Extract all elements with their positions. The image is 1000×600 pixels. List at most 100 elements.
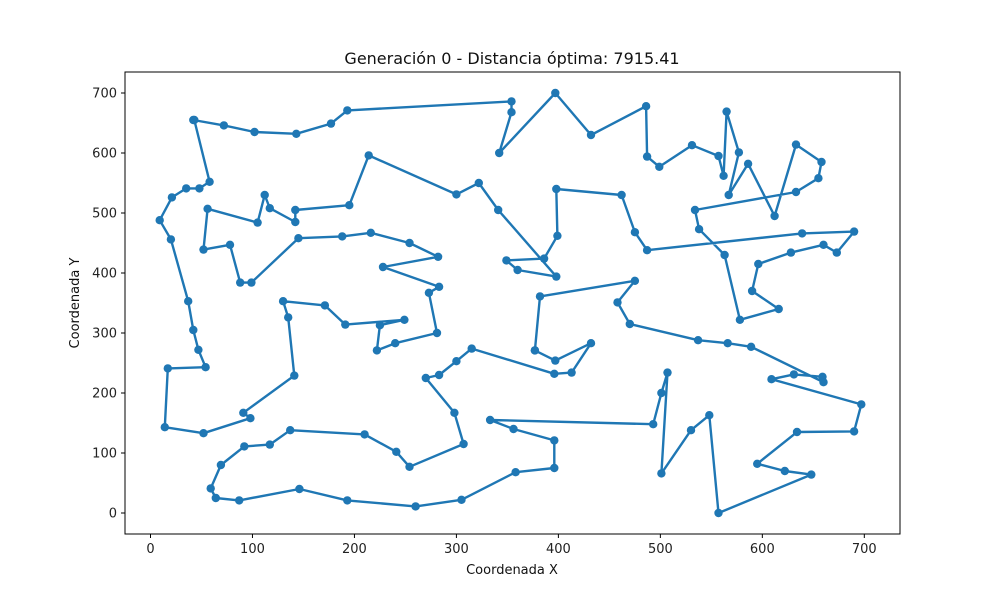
city-point — [849, 227, 859, 236]
x-axis-label: Coordenada X — [466, 563, 558, 578]
city-point — [189, 325, 198, 335]
y-tick-label: 400 — [92, 267, 117, 282]
city-point — [375, 321, 385, 330]
city-point — [341, 320, 350, 329]
city-point — [687, 141, 697, 150]
city-point — [705, 411, 714, 420]
city-point — [205, 177, 214, 186]
city-point — [791, 187, 801, 197]
city-point — [199, 245, 208, 254]
city-point — [495, 148, 504, 158]
city-point — [163, 364, 172, 373]
city-point — [539, 254, 549, 263]
city-point — [797, 229, 807, 238]
city-point — [723, 339, 732, 348]
city-point — [432, 328, 442, 338]
chart-title: Generación 0 - Distancia óptima: 7915.41 — [344, 49, 679, 68]
y-tick-label: 700 — [92, 87, 117, 102]
city-point — [452, 357, 461, 366]
city-point — [392, 447, 401, 456]
city-point — [360, 430, 369, 439]
city-point — [467, 344, 476, 353]
city-point — [817, 157, 826, 167]
city-point — [260, 190, 269, 200]
city-point — [642, 246, 652, 255]
city-point — [586, 130, 596, 140]
city-point — [553, 231, 562, 240]
city-point — [250, 127, 259, 137]
city-point — [326, 119, 336, 128]
city-point — [552, 184, 561, 194]
city-point — [366, 228, 375, 237]
y-tick-label: 200 — [92, 387, 117, 402]
x-axis: 0 100 200 300 400 500 600 700 — [146, 534, 877, 557]
city-point — [551, 88, 560, 98]
city-point — [195, 184, 204, 193]
city-point — [767, 375, 776, 384]
city-point — [265, 204, 274, 213]
city-point — [199, 429, 208, 438]
city-point — [284, 313, 293, 322]
city-point — [206, 484, 215, 493]
y-tick-label: 0 — [109, 507, 117, 522]
city-point — [770, 211, 779, 221]
city-point — [507, 108, 516, 117]
city-point — [160, 423, 169, 432]
city-point — [182, 184, 191, 193]
city-point — [789, 370, 799, 379]
city-point — [714, 151, 723, 161]
city-point — [364, 151, 373, 160]
y-tick-label: 600 — [92, 147, 117, 162]
city-point — [235, 496, 244, 505]
city-point — [247, 278, 256, 287]
city-point — [724, 190, 733, 200]
city-point — [722, 107, 731, 116]
city-point — [194, 345, 203, 354]
city-point — [535, 292, 545, 301]
city-point — [630, 276, 640, 285]
city-point — [509, 424, 518, 434]
x-tick-label: 100 — [240, 542, 265, 557]
city-point — [291, 205, 300, 215]
city-point — [630, 228, 640, 237]
x-tick-label: 200 — [342, 542, 367, 557]
city-point — [550, 436, 559, 445]
city-point — [291, 217, 300, 227]
city-point — [791, 140, 801, 149]
city-point — [754, 259, 763, 269]
city-point — [239, 408, 248, 417]
city-point — [225, 240, 235, 249]
city-point — [240, 442, 249, 451]
city-point — [641, 102, 651, 111]
city-point — [434, 370, 444, 380]
city-point — [807, 470, 816, 479]
y-axis-label: Coordenada Y — [68, 258, 83, 349]
city-point — [167, 193, 177, 202]
city-point — [743, 159, 753, 168]
city-point — [819, 240, 828, 249]
city-point — [320, 301, 330, 310]
city-point — [657, 388, 666, 398]
city-point — [378, 262, 388, 272]
city-point — [747, 286, 757, 296]
city-point — [530, 346, 540, 355]
city-point — [753, 459, 762, 468]
city-point — [434, 282, 444, 291]
city-point — [551, 356, 560, 365]
plot-frame — [124, 71, 901, 535]
city-point — [494, 205, 503, 215]
city-point — [372, 346, 382, 355]
city-point — [286, 426, 295, 435]
city-point — [292, 129, 301, 138]
city-point — [613, 298, 622, 307]
city-point — [421, 373, 430, 383]
city-point — [452, 190, 461, 199]
city-point — [450, 408, 459, 417]
city-point — [857, 400, 866, 409]
city-point — [649, 420, 658, 429]
city-point — [485, 415, 495, 425]
plot-area — [155, 88, 866, 518]
city-point — [814, 174, 823, 183]
